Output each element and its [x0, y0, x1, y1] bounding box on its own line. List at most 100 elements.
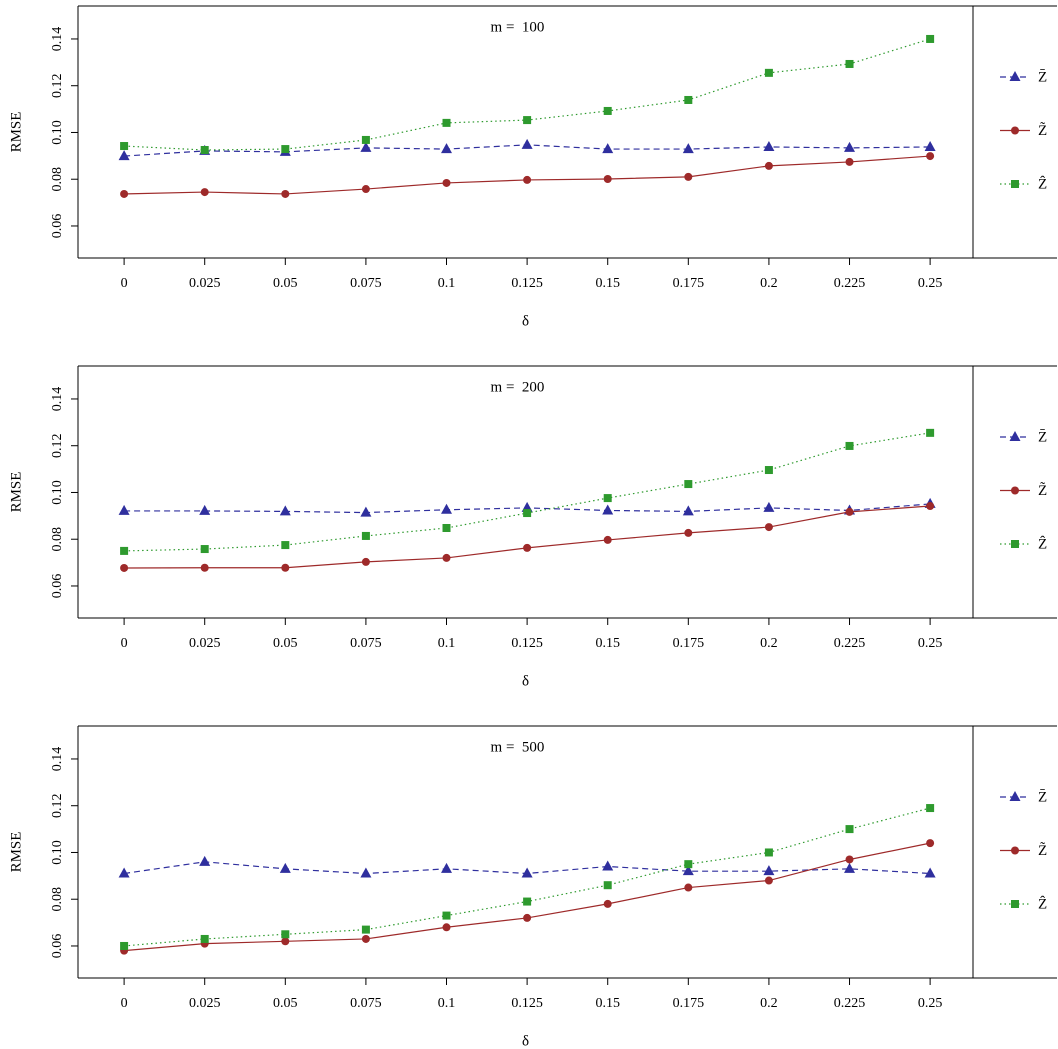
marker-circle: [603, 174, 612, 183]
y-tick-label: 0.08: [50, 887, 65, 912]
marker-square: [603, 881, 612, 890]
marker-triangle: [844, 141, 856, 152]
legend-label: Z̃: [1038, 122, 1047, 139]
marker-circle: [200, 563, 209, 572]
marker-triangle: [118, 504, 130, 515]
x-tick-label: 0: [121, 276, 128, 291]
marker-triangle: [1009, 71, 1021, 81]
series-line: [124, 155, 931, 195]
marker-circle: [764, 876, 773, 885]
marker-square: [523, 897, 532, 906]
marker-triangle: [924, 867, 936, 878]
y-tick-label: 0.10: [50, 120, 65, 145]
marker-circle: [281, 937, 290, 946]
marker-square: [361, 135, 370, 144]
y-tick-label: 0.12: [50, 793, 65, 818]
marker-triangle: [360, 867, 372, 878]
marker-triangle: [924, 140, 936, 151]
marker-triangle: [360, 506, 372, 517]
marker-square: [523, 509, 532, 518]
marker-triangle: [521, 867, 533, 878]
marker-circle: [1011, 126, 1019, 135]
x-tick-label: 0.15: [595, 636, 620, 651]
marker-triangle: [199, 504, 211, 515]
panel: 0.06 0.08 0.10 0.12 0.14 0 0.025 0.05 0.075 0.1 0.…: [8, 5, 1057, 329]
legend-label: Z̄: [1038, 429, 1047, 445]
y-tick-label: 0.06: [50, 934, 65, 959]
x-tick-label: 0.15: [595, 996, 620, 1011]
x-axis-label: δ: [522, 1033, 529, 1049]
y-tick-label: 0.08: [50, 527, 65, 552]
marker-square: [845, 59, 854, 68]
legend-label: Ẑ: [1038, 895, 1047, 912]
marker-square: [120, 941, 129, 950]
marker-square: [1011, 180, 1019, 188]
x-tick-label: 0.1: [438, 636, 456, 651]
marker-circle: [684, 528, 693, 537]
marker-square: [1011, 900, 1019, 908]
y-tick-label: 0.10: [50, 840, 65, 865]
y-tick-label: 0.08: [50, 167, 65, 192]
panel: 0.06 0.08 0.10 0.12 0.14 0 0.025 0.05 0.075 0.1 0.…: [8, 725, 1057, 1049]
panel-title: m = 500: [491, 739, 545, 755]
x-tick-label: 0.175: [673, 996, 705, 1011]
x-tick-label: 0.175: [673, 636, 705, 651]
x-tick-label: 0.2: [760, 996, 778, 1011]
marker-circle: [361, 557, 370, 566]
marker-square: [523, 116, 532, 125]
marker-circle: [281, 189, 290, 198]
x-tick-label: 0.225: [834, 636, 866, 651]
panel-title: m = 100: [491, 19, 545, 35]
marker-square: [603, 494, 612, 503]
marker-circle: [442, 553, 451, 562]
series-line: [124, 842, 931, 952]
marker-square: [684, 480, 693, 489]
marker-triangle: [279, 505, 291, 516]
marker-triangle: [118, 150, 130, 161]
marker-circle: [845, 507, 854, 516]
x-tick-label: 0.025: [189, 996, 221, 1011]
marker-circle: [1011, 846, 1019, 855]
x-tick-label: 0.225: [834, 996, 866, 1011]
x-tick-label: 0.075: [350, 996, 382, 1011]
x-tick-label: 0.05: [273, 996, 298, 1011]
marker-triangle: [682, 143, 694, 154]
marker-circle: [442, 923, 451, 932]
marker-square: [442, 524, 451, 532]
marker-triangle: [199, 855, 211, 866]
marker-square: [361, 925, 370, 934]
x-tick-label: 0: [121, 636, 128, 651]
marker-square: [281, 541, 290, 550]
marker-triangle: [1009, 431, 1021, 441]
y-axis-label: RMSE: [8, 832, 24, 873]
marker-square: [845, 825, 854, 834]
marker-circle: [926, 502, 935, 511]
marker-square: [200, 934, 209, 943]
x-tick-label: 0.05: [273, 276, 298, 291]
marker-circle: [845, 855, 854, 864]
marker-triangle: [521, 138, 533, 149]
marker-triangle: [118, 867, 130, 878]
panel: 0.06 0.08 0.10 0.12 0.14 0 0.025 0.05 0.075 0.1 0.…: [8, 365, 1057, 689]
x-tick-label: 0.125: [511, 636, 543, 651]
x-tick-label: 0.1: [438, 276, 456, 291]
x-axis-label: δ: [522, 313, 529, 329]
legend-label: Z̄: [1038, 789, 1047, 805]
marker-circle: [684, 883, 693, 892]
marker-square: [120, 546, 129, 555]
marker-circle: [523, 913, 532, 922]
marker-triangle: [763, 865, 775, 876]
marker-circle: [764, 523, 773, 532]
marker-triangle: [441, 862, 453, 873]
x-tick-label: 0.2: [760, 636, 778, 651]
marker-circle: [603, 535, 612, 544]
marker-square: [684, 860, 693, 869]
marker-circle: [523, 175, 532, 184]
marker-circle: [926, 152, 935, 161]
legend-label: Z̄: [1038, 69, 1047, 85]
marker-square: [1011, 540, 1019, 548]
marker-square: [845, 441, 854, 450]
y-tick-label: 0.14: [50, 747, 65, 772]
x-tick-label: 0.075: [350, 276, 382, 291]
